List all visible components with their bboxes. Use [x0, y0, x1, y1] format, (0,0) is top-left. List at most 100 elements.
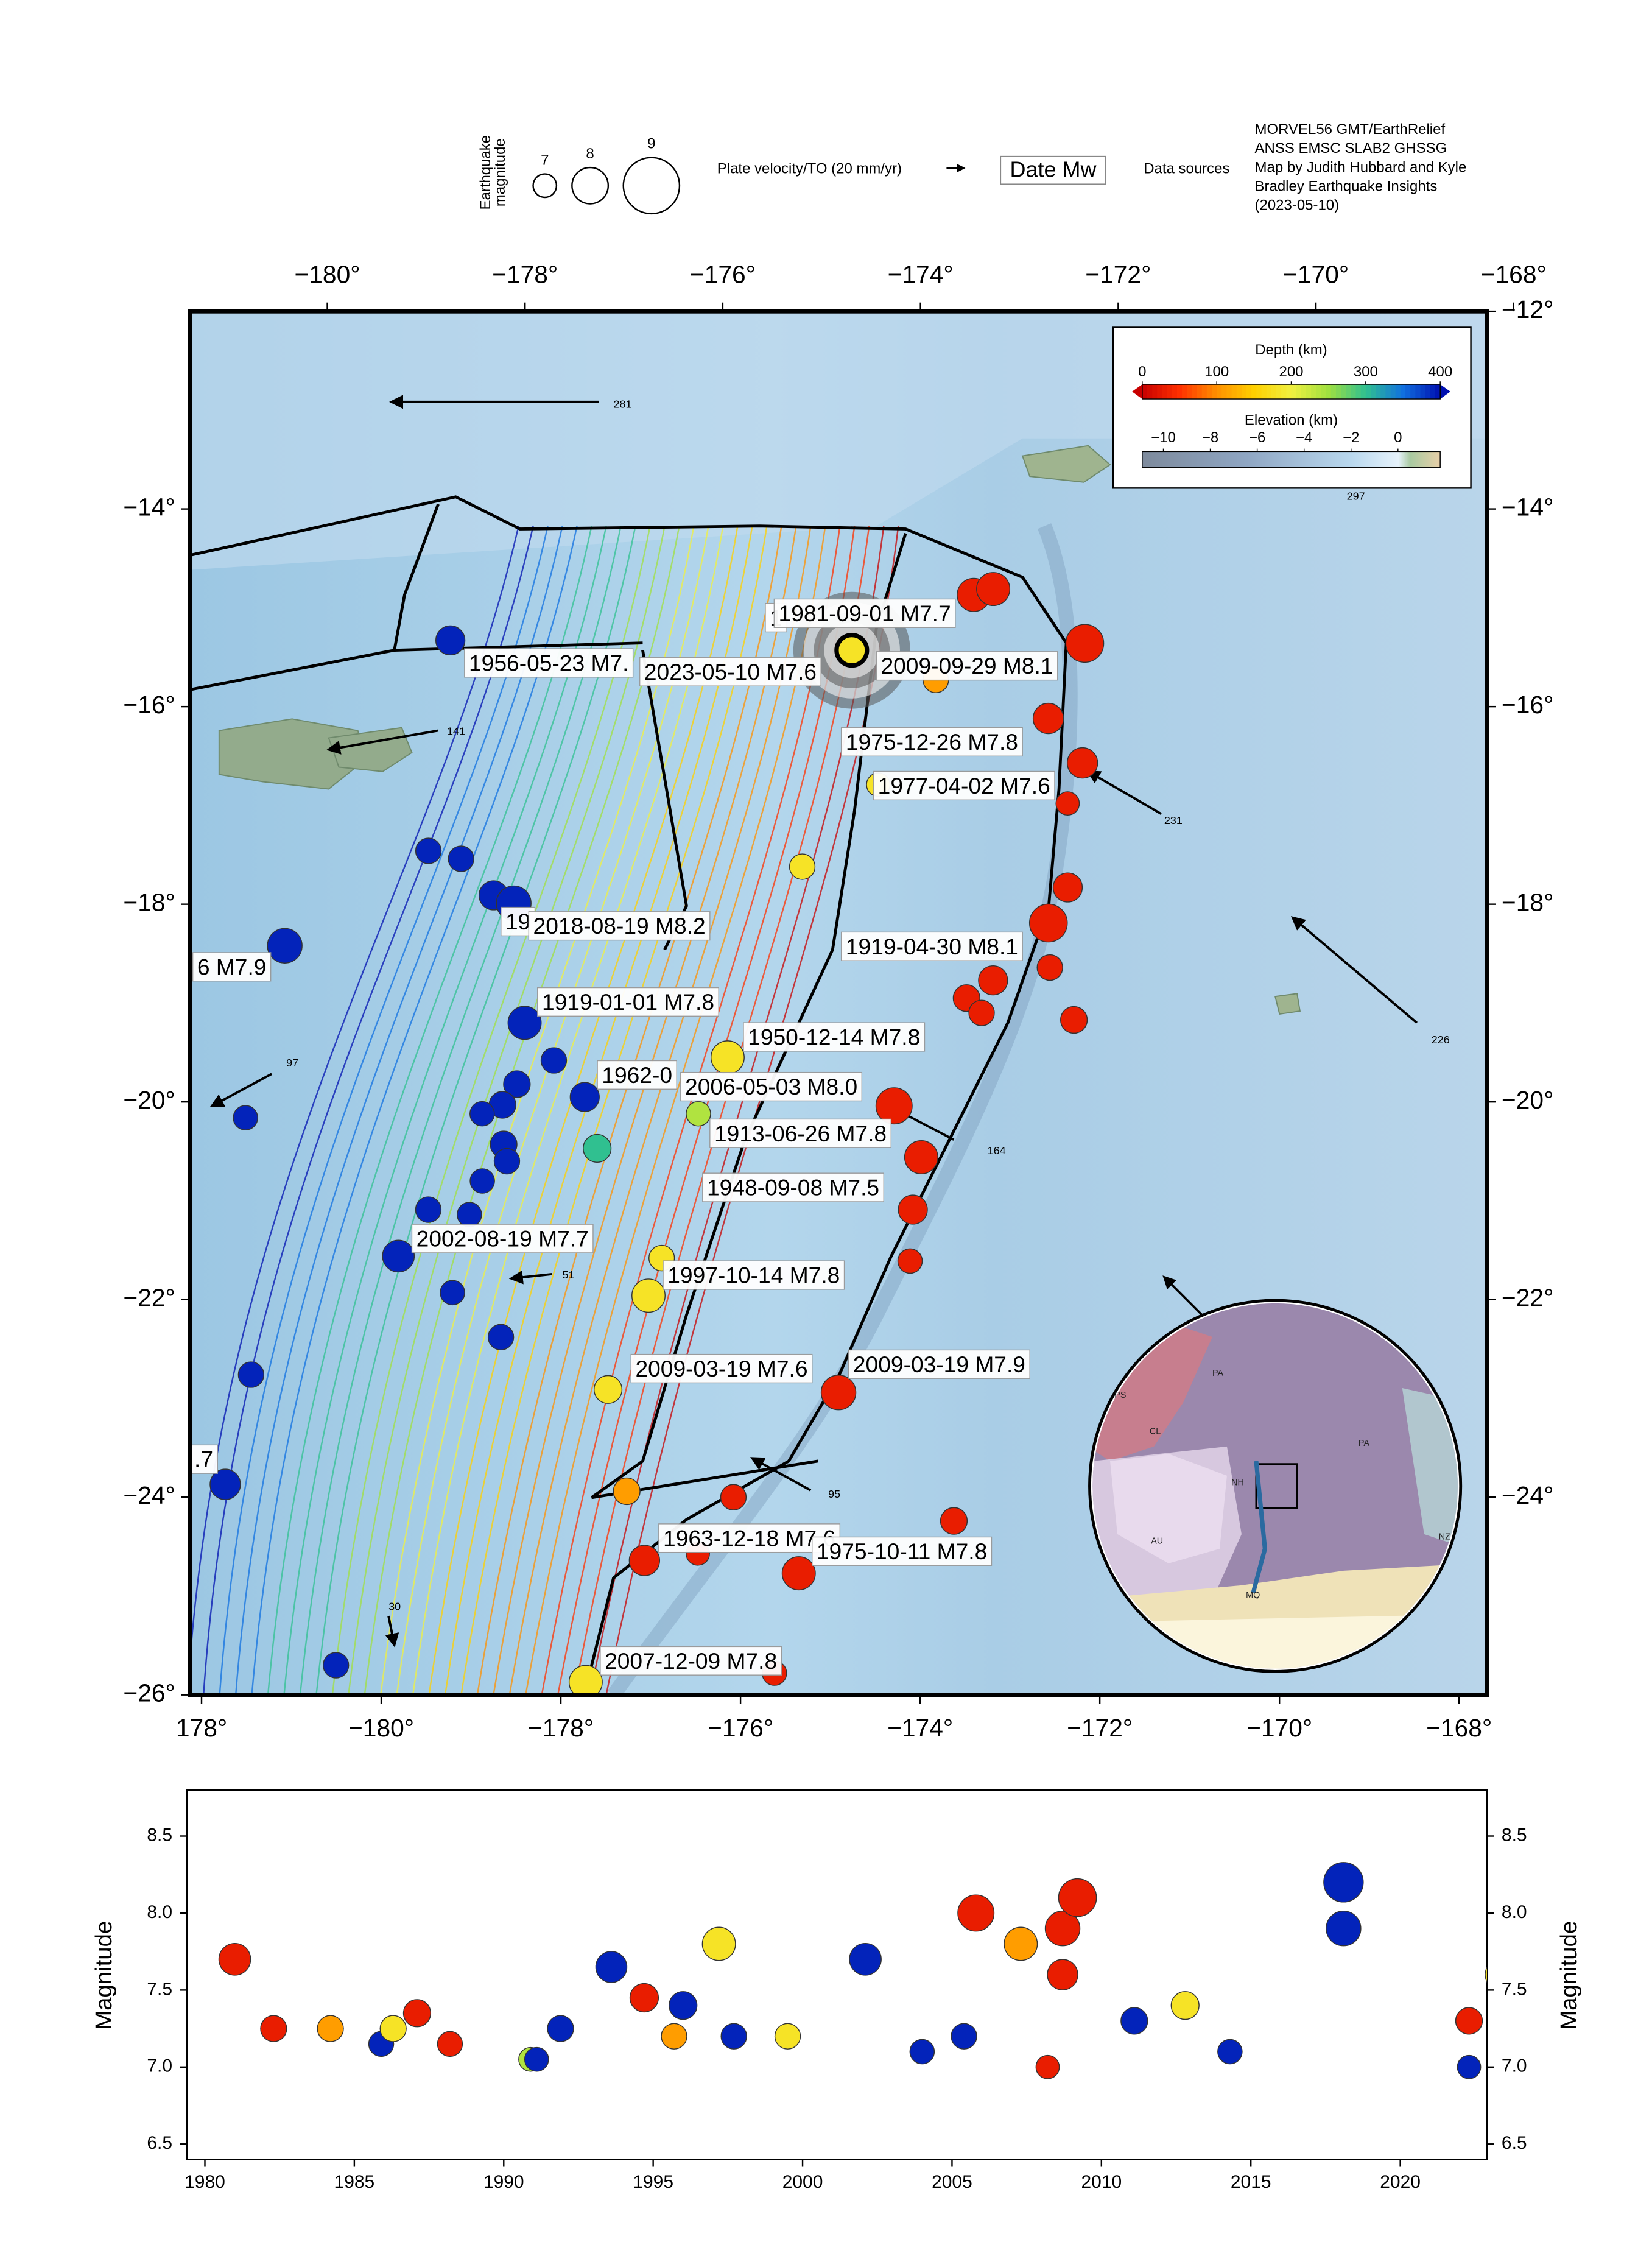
quake-label: 1956-05-23 M7.	[469, 650, 628, 675]
y-axis-title: Magnitude	[91, 1921, 117, 2030]
depth-swatch	[1306, 384, 1312, 400]
quake-label-box	[600, 1646, 782, 1676]
earthquake	[233, 1105, 258, 1130]
depth-swatch	[1197, 384, 1203, 400]
depth-tick-label: 200	[1279, 364, 1304, 380]
earthquake	[720, 1484, 747, 1510]
depth-swatch	[1187, 384, 1193, 400]
x-tick-label: −168°	[1481, 260, 1547, 288]
depth-swatch	[1301, 384, 1307, 400]
earthquake	[583, 1133, 612, 1163]
point	[661, 2023, 687, 2050]
depth-swatch	[1380, 384, 1387, 400]
quake-label-box	[702, 1172, 885, 1202]
quake-label-group: 2007-12-09 M7.8	[600, 1646, 782, 1676]
y-tick-label: 8.5	[147, 1825, 172, 1845]
x-tick-label: −170°	[1283, 260, 1349, 288]
velocity-arrow	[326, 729, 438, 755]
earthquake	[820, 1375, 857, 1411]
velocity-label: 226	[1432, 1034, 1450, 1046]
depth-swatch	[1226, 384, 1232, 400]
depth-swatch	[1152, 384, 1158, 400]
earthquake	[710, 1040, 745, 1075]
depth-swatch	[1217, 384, 1223, 400]
depth-swatch	[1162, 384, 1168, 400]
slab-contour	[251, 526, 578, 1695]
quake-label-box	[876, 651, 1058, 681]
quake-label-group: .7	[189, 1444, 218, 1474]
depth-swatch	[1330, 384, 1337, 400]
earthquake	[469, 1168, 495, 1194]
x-tick-label: 178°	[176, 1714, 227, 1742]
quake-label-group: 2002-08-19 M7.7	[411, 1224, 594, 1253]
globe-label: NZ	[1439, 1532, 1450, 1542]
depth-swatch	[1346, 384, 1352, 400]
earthquake	[435, 625, 466, 656]
earthquake	[323, 1652, 350, 1679]
earthquake	[415, 837, 442, 864]
x-tick-label: 2010	[1081, 2172, 1122, 2192]
earthquake	[613, 1477, 641, 1506]
quake-label: 6 M7.9	[197, 954, 267, 979]
y-tick-label: −20°	[123, 1086, 175, 1114]
earthquake	[1066, 747, 1098, 779]
quake-label-group: 6 M7.9	[192, 952, 272, 982]
point	[524, 2046, 549, 2072]
y-tick-label: 7.0	[147, 2056, 172, 2076]
depth-swatch	[1241, 384, 1248, 400]
y-tick-label: −14°	[123, 493, 175, 521]
y-tick-label: −12°	[1502, 295, 1553, 323]
depth-swatch	[1281, 384, 1287, 400]
y-tick-label: −24°	[1502, 1481, 1553, 1509]
x-tick-label: −176°	[708, 1714, 773, 1742]
quake-label: 1962-0	[602, 1062, 672, 1088]
point	[547, 2015, 574, 2042]
point	[720, 2023, 747, 2050]
earthquake	[968, 999, 995, 1026]
map-layer: 2812971412312261649751953011981-09-01 M7…	[189, 395, 1450, 1695]
elevation-tick-label: 0	[1394, 429, 1402, 446]
velocity-label: 164	[988, 1144, 1006, 1157]
depth-swatch	[1142, 384, 1148, 400]
y-tick-label: −16°	[123, 691, 175, 719]
earthquake	[1028, 903, 1068, 943]
quake-label-box	[840, 931, 1023, 961]
depth-swatch	[1231, 384, 1237, 400]
slab-contour	[267, 526, 592, 1695]
earthquake	[1065, 624, 1105, 663]
earthquake	[1052, 872, 1083, 903]
quake-label-box	[528, 911, 711, 941]
quake-label-box	[639, 657, 821, 686]
velocity-label: 281	[613, 398, 631, 410]
quake-label-group: 2018-08-19 M8.2	[528, 911, 711, 941]
quake-label-group: 2006-05-03 M8.0	[680, 1071, 863, 1102]
earthquake	[898, 1194, 928, 1225]
depth-swatch	[1246, 384, 1253, 400]
y-tick-label: −14°	[1502, 493, 1553, 521]
depth-swatch	[1147, 384, 1153, 400]
velocity-arrow	[385, 1615, 399, 1648]
depth-swatch	[1256, 384, 1262, 400]
earthquake	[209, 1468, 241, 1500]
velocity-arrow	[750, 1457, 812, 1492]
depth-swatch	[1176, 384, 1183, 400]
globe-label: MQ	[1246, 1590, 1260, 1600]
point	[260, 2015, 287, 2042]
depth-swatch	[1182, 384, 1188, 400]
y-tick-label: 6.5	[1502, 2133, 1527, 2153]
elevation-tick-label: −8	[1202, 429, 1218, 446]
quake-label-group: 2009-03-19 M7.6	[630, 1353, 813, 1384]
earthquake	[875, 1087, 913, 1125]
quake-label: 1950-12-14 M7.8	[748, 1024, 920, 1050]
legend-sources: Data sources	[1144, 161, 1229, 177]
y-tick-label: −26°	[123, 1679, 175, 1707]
depth-swatch	[1425, 384, 1432, 400]
point	[402, 1999, 432, 2028]
earthquake	[1055, 791, 1080, 816]
depth-swatch	[1311, 384, 1317, 400]
depth-swatch	[1321, 384, 1327, 400]
earthquake	[448, 845, 474, 872]
quake-label: 1913-06-26 M7.8	[714, 1121, 887, 1146]
legend-magnitude-circle	[571, 166, 610, 205]
quake-label-group: 2009-09-29 M8.1	[876, 651, 1058, 681]
